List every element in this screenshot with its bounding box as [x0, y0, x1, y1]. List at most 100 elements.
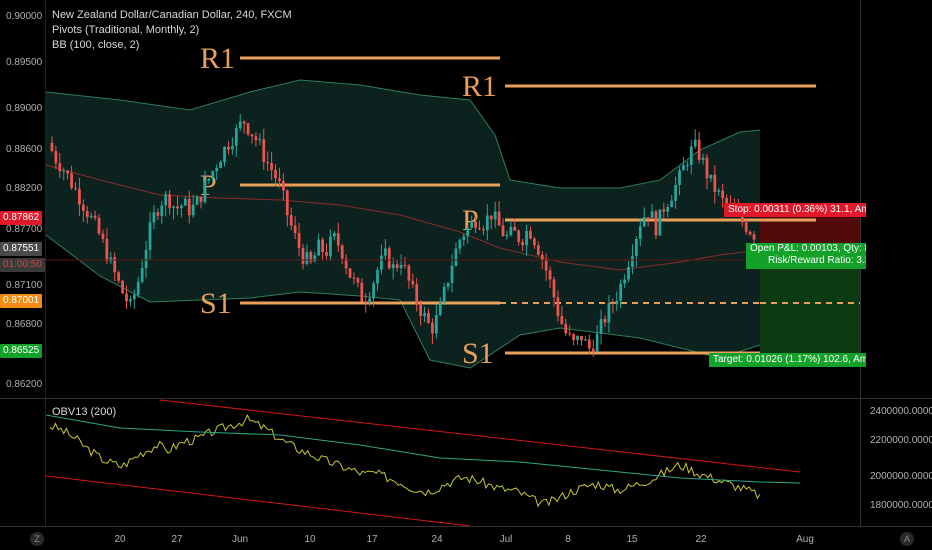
candle-body	[266, 162, 270, 164]
pnl-text: Open P&L: 0.00103, Qty: 803	[750, 243, 866, 254]
candle-body	[109, 257, 113, 262]
candle-body	[666, 206, 670, 212]
candle-body	[568, 333, 572, 335]
obv-indicator-label[interactable]: OBV13 (200)	[52, 406, 117, 418]
candle-body	[591, 348, 595, 352]
candle-body	[199, 196, 203, 203]
candle-body	[70, 173, 73, 188]
candle-body	[132, 294, 136, 300]
time-tick-label: 10	[304, 534, 316, 545]
candle-body	[164, 194, 168, 206]
candle-body	[215, 168, 219, 172]
candle-body	[611, 303, 615, 305]
pnl-info-box[interactable]: Open P&L: 0.00103, Qty: 803 Risk/Reward …	[746, 243, 866, 269]
candle-body	[332, 233, 336, 237]
candle-body	[50, 142, 54, 152]
candle-body	[78, 188, 81, 205]
candle-body	[285, 190, 289, 216]
candle-body	[160, 205, 164, 216]
candle-body	[168, 194, 172, 208]
candle-body	[446, 282, 450, 287]
candle-body	[144, 249, 148, 268]
candle-body	[556, 297, 560, 317]
candle-body	[482, 229, 485, 231]
candle-body	[623, 279, 626, 284]
candle-body	[101, 233, 105, 240]
candle-body	[368, 298, 372, 303]
candle-body	[176, 206, 179, 209]
candle-body	[62, 170, 66, 172]
chart-legend: New Zealand Dollar/Canadian Dollar, 240,…	[52, 8, 292, 53]
candle-body	[187, 198, 191, 216]
pivots-indicator-label[interactable]: Pivots (Traditional, Monthly, 2)	[52, 24, 200, 36]
candle-body	[58, 163, 62, 172]
candle-body	[560, 316, 564, 324]
candle-body	[744, 222, 748, 232]
auto-scale-button[interactable]: A	[900, 532, 914, 546]
candle-body	[521, 241, 525, 246]
countdown-tag: 01:00:50	[0, 258, 45, 272]
candle-body	[325, 252, 328, 256]
time-tick-label: 15	[626, 534, 638, 545]
candle-body	[301, 248, 305, 264]
candle-body	[470, 221, 474, 228]
bb-lower-band	[45, 234, 761, 369]
candle-body	[509, 226, 513, 235]
candle-body	[572, 334, 575, 341]
candle-body	[552, 279, 556, 298]
candlestick-series[interactable]	[50, 113, 756, 357]
candle-body	[313, 255, 317, 262]
candle-body	[391, 264, 395, 269]
candle-body	[721, 190, 725, 199]
candle-body	[599, 319, 603, 334]
candle-body	[223, 146, 226, 163]
obv-tick-label: 1800000.00000	[870, 500, 932, 511]
candle-body	[246, 123, 250, 135]
time-tick-label: 8	[565, 534, 571, 545]
candle-body	[297, 233, 301, 249]
candle-body	[717, 190, 721, 192]
zoom-corner-button[interactable]: Z	[30, 532, 44, 546]
symbol-title[interactable]: New Zealand Dollar/Canadian Dollar, 240,…	[52, 9, 292, 21]
time-tick-label: Jul	[500, 534, 513, 545]
candle-body	[407, 265, 411, 281]
candle-body	[278, 178, 281, 182]
trade-position[interactable]	[760, 217, 860, 353]
candle-body	[697, 139, 701, 161]
candle-body	[399, 264, 403, 269]
candle-body	[85, 210, 89, 218]
candle-body	[356, 278, 360, 283]
pivot-s1-second-label: S1	[462, 337, 494, 370]
time-tick-label: 27	[171, 534, 183, 545]
pivot-p-second-label: P	[462, 204, 479, 237]
axes: 0.90000 0.89500 0.89000 0.88600 0.88200 0.877…	[6, 11, 932, 545]
candle-body	[427, 312, 430, 323]
candle-body	[627, 266, 630, 280]
bb-indicator-label[interactable]: BB (100, close, 2)	[52, 39, 140, 51]
candle-body	[180, 205, 183, 209]
candle-body	[576, 335, 579, 341]
candle-body	[705, 157, 709, 179]
candle-body	[662, 209, 666, 212]
obv-line	[49, 414, 761, 508]
candle-body	[54, 151, 58, 164]
candle-body	[270, 163, 273, 170]
candle-body	[548, 270, 552, 280]
candle-body	[693, 139, 697, 147]
price-tick-label: 0.88200	[6, 183, 43, 194]
obv-pane	[45, 399, 801, 527]
candle-body	[74, 187, 77, 189]
candle-body	[642, 217, 646, 227]
target-info-box[interactable]: Target: 0.01026 (1.17%) 102.6, Amou	[709, 353, 866, 367]
candle-body	[136, 281, 140, 295]
stop-info-box[interactable]: Stop: 0.00311 (0.36%) 31.1, Amo	[724, 203, 866, 217]
candle-body	[442, 286, 446, 303]
candle-body	[462, 236, 466, 241]
candle-body	[262, 139, 266, 163]
candle-body	[478, 227, 481, 230]
candle-body	[685, 164, 689, 166]
pivot-p-first-label: P	[200, 169, 217, 202]
candle-body	[501, 225, 505, 237]
candle-body	[344, 258, 348, 269]
